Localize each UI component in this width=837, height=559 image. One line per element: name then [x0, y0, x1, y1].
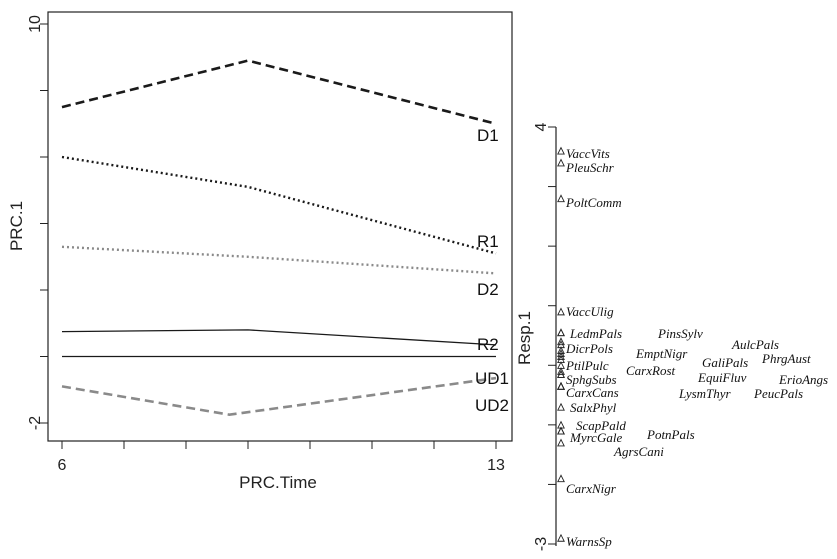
- species-label-lysmthyr: LysmThyr: [678, 386, 732, 401]
- species-label-vaccvits: VaccVits: [566, 146, 610, 161]
- species-label-vacculig: VaccUlig: [566, 304, 614, 319]
- species-label-emptnigr: EmptNigr: [635, 346, 688, 361]
- species-marker-agrscani: [558, 440, 564, 446]
- species-marker-pleuschr: [558, 160, 564, 166]
- species-marker-salxphyl: [558, 404, 564, 410]
- species-marker-potnpals: [558, 428, 564, 434]
- series-line-r1: [62, 157, 496, 253]
- series-label-r1: R1: [477, 232, 499, 251]
- species-label-warnssp: WarnsSp: [566, 534, 612, 549]
- species-label-equifluv: EquiFluv: [697, 370, 747, 385]
- species-label-pleuschr: PleuSchr: [565, 160, 615, 175]
- x-axis-title: PRC.Time: [239, 473, 317, 492]
- species-label-potnpals: PotnPals: [646, 427, 695, 442]
- plot-frame: [48, 12, 512, 441]
- species-label-galipals: GaliPals: [702, 355, 748, 370]
- species-label-aulcpals: AulcPals: [731, 337, 779, 352]
- response-axis-title: Resp.1: [515, 311, 534, 365]
- species-marker-vacculig: [558, 308, 564, 314]
- series-label-r2: R2: [477, 335, 499, 354]
- species-label-agrscani: AgrsCani: [613, 444, 664, 459]
- y-tick-label-max: 10: [27, 15, 44, 33]
- species-label-dicrpols: DicrPols: [565, 341, 613, 356]
- series-line-d1: [62, 61, 496, 124]
- series-label-ud1: UD1: [475, 369, 509, 388]
- species-label-peucpals: PeucPals: [753, 386, 803, 401]
- response-tick-label-min: -3: [533, 537, 550, 551]
- series-label-d1: D1: [477, 126, 499, 145]
- response-tick-marks: [548, 127, 556, 544]
- species-marker-pinssylv: [558, 329, 564, 335]
- species-label-poltcomm: PoltComm: [565, 195, 622, 210]
- y-tick-label-min: -2: [27, 416, 44, 430]
- x-tick-label-max: 13: [487, 457, 505, 474]
- species-marker-vaccvits: [558, 148, 564, 154]
- species-label-myrcgale: MyrcGale: [569, 430, 622, 445]
- y-axis-title: PRC.1: [7, 201, 26, 251]
- series-label-d2: D2: [477, 280, 499, 299]
- series-line-r2: [62, 330, 496, 345]
- prc-line-chart: 6 13 10 -2 PRC.Time PRC.1 D1 R1 D2 R2 UD1 UD2: [7, 12, 512, 492]
- left-tick-marks: [40, 24, 496, 449]
- series-label-ud2: UD2: [475, 396, 509, 415]
- species-marker-poltcomm: [558, 195, 564, 201]
- series-lines: [62, 61, 496, 415]
- species-marker-peucpals: [558, 383, 564, 389]
- species-label-phrgaust: PhrgAust: [761, 351, 811, 366]
- species-label-pinssylv: PinsSylv: [657, 326, 703, 341]
- series-labels: D1 R1 D2 R2 UD1 UD2: [475, 126, 509, 415]
- response-tick-label-max: 4: [533, 122, 550, 131]
- x-tick-label-min: 6: [58, 457, 67, 474]
- species-marker-warnssp: [558, 535, 564, 541]
- species-label-carxrost: CarxRost: [626, 363, 676, 378]
- species-marker-carxnigr: [558, 475, 564, 481]
- species-response-axis: 4 -3 Resp.1 VaccVitsPleuSchrPoltCommVacc…: [515, 122, 828, 551]
- species-label-carxcans: CarxCans: [566, 385, 619, 400]
- series-line-d2: [62, 247, 496, 274]
- species-label-salxphyl: SalxPhyl: [570, 400, 617, 415]
- species-label-ledmpals: LedmPals: [569, 326, 622, 341]
- species-label-carxnigr: CarxNigr: [566, 481, 617, 496]
- series-line-ud2: [62, 378, 496, 415]
- species-label-erioangs: ErioAngs: [778, 372, 828, 387]
- species-label-ptilpulc: PtilPulc: [565, 358, 609, 373]
